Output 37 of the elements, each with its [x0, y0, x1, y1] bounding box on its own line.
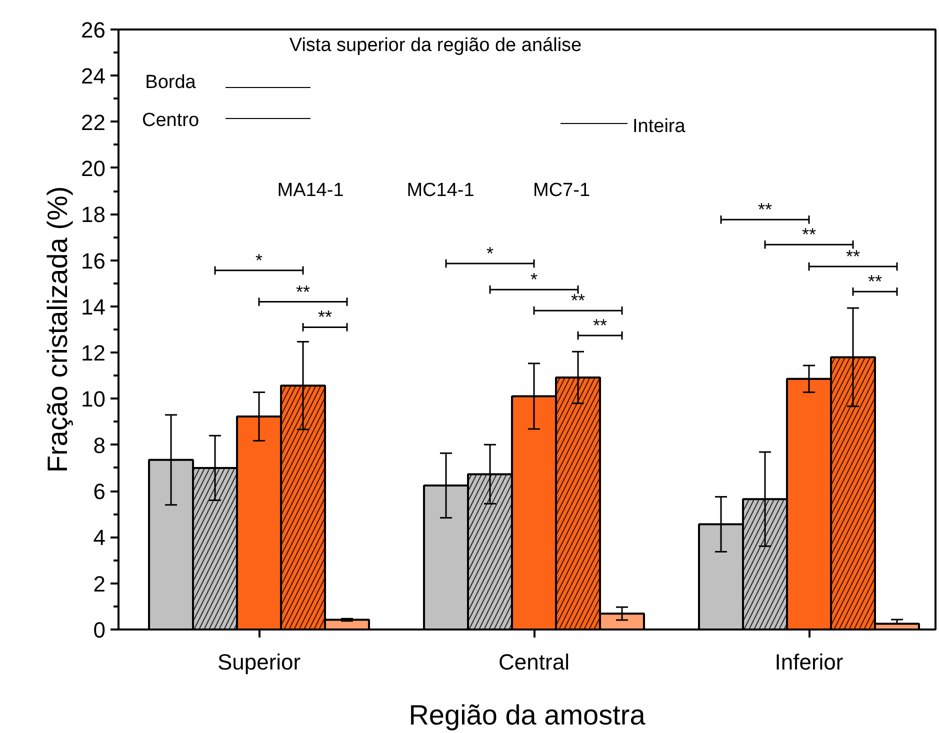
- annotation: *: [530, 270, 538, 290]
- annotation: MC7-1: [532, 180, 590, 201]
- annotation: **: [593, 316, 608, 336]
- y-tick-label: 6: [93, 479, 106, 504]
- y-tick-label: 2: [93, 571, 106, 596]
- annotation: MC14-1: [406, 180, 474, 201]
- annotation: Centro: [142, 110, 200, 131]
- y-tick-label: 18: [81, 202, 106, 228]
- y-tick-label: 26: [81, 18, 106, 42]
- annotation: **: [296, 282, 310, 302]
- annotation: Borda: [145, 72, 196, 93]
- annotation: MA14-1: [277, 180, 344, 201]
- annotation: **: [758, 200, 772, 220]
- annotation: **: [318, 307, 332, 328]
- y-tick-label: 20: [81, 156, 106, 181]
- annotation: Vista superior da região de análise: [289, 35, 582, 56]
- annotation: *: [256, 250, 263, 270]
- annotation: **: [868, 272, 882, 292]
- x-tick-label: Inferior: [774, 650, 844, 674]
- y-tick-label: 16: [81, 248, 106, 274]
- annotation: Inteira: [632, 116, 686, 137]
- y-tick-label: 12: [81, 340, 106, 366]
- y-axis-title: Fração cristalizada (%): [42, 186, 74, 473]
- annotation: **: [571, 290, 586, 311]
- y-tick-label: 4: [93, 525, 106, 550]
- y-tick-label: 22: [81, 110, 106, 135]
- x-tick-label: Central: [498, 650, 570, 674]
- x-axis-title: Região da amostra: [408, 700, 646, 730]
- annotation: **: [846, 246, 860, 266]
- y-tick-label: 0: [93, 618, 106, 642]
- y-tick-label: 10: [81, 386, 106, 412]
- annotation: *: [486, 244, 494, 264]
- y-tick-label: 8: [93, 432, 106, 458]
- y-tick-label: 24: [81, 64, 106, 89]
- x-tick-label: Superior: [217, 650, 301, 674]
- annotation: **: [802, 224, 816, 245]
- y-tick-label: 14: [81, 294, 106, 320]
